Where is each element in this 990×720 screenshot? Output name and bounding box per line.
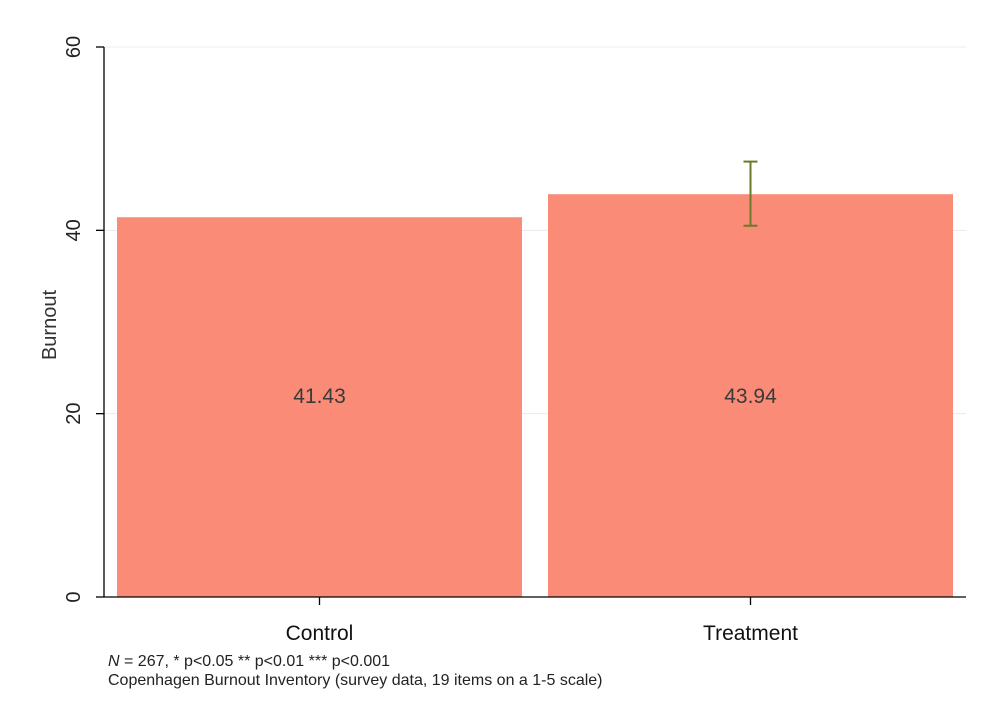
bar-value-label-control: 41.43: [293, 385, 346, 408]
notes-significance: = 267, * p<0.05 ** p<0.01 *** p<0.001: [119, 653, 391, 670]
y-tick-label-0: 0: [63, 591, 85, 602]
y-tick-label-60: 60: [63, 36, 85, 58]
x-category-labels: Control Treatment: [286, 597, 798, 645]
notes-line-sample-size: N = 267, * p<0.05 ** p<0.01 *** p<0.001: [108, 652, 603, 671]
x-category-label-treatment: Treatment: [703, 622, 798, 645]
y-tick-label-20: 20: [63, 403, 85, 425]
y-tick-label-40: 40: [63, 219, 85, 241]
bars: [117, 194, 953, 597]
axes: [103, 47, 966, 598]
bar-treatment: [548, 194, 953, 597]
x-category-label-control: Control: [286, 622, 354, 645]
y-axis-title: Burnout: [39, 290, 61, 360]
notes-line-source: Copenhagen Burnout Inventory (survey dat…: [108, 672, 603, 689]
bar-value-label-treatment: 43.94: [724, 385, 777, 408]
chart-notes: N = 267, * p<0.05 ** p<0.01 *** p<0.001 …: [108, 652, 603, 690]
notes-n-symbol: N: [108, 653, 120, 670]
error-bars: [743, 160, 758, 227]
bar-value-labels: 41.43 43.94: [293, 385, 777, 408]
y-ticks: 0 20 40 60: [63, 36, 104, 603]
bar-control: [117, 217, 522, 597]
error-bar-treatment: [743, 160, 758, 227]
